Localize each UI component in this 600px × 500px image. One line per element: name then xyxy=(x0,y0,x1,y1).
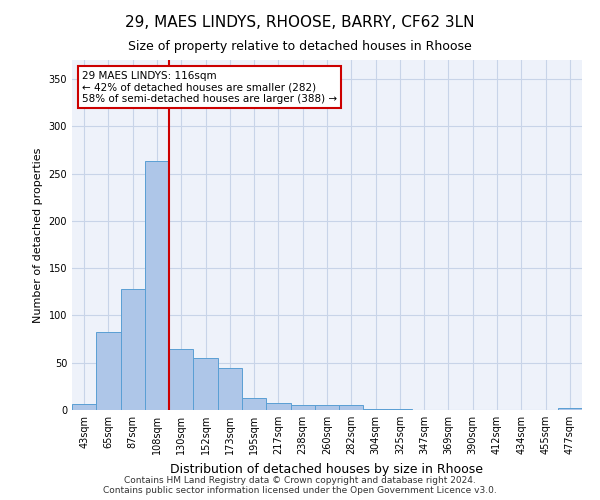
Text: Contains HM Land Registry data © Crown copyright and database right 2024.
Contai: Contains HM Land Registry data © Crown c… xyxy=(103,476,497,495)
Bar xyxy=(290,406,315,410)
Y-axis label: Number of detached properties: Number of detached properties xyxy=(33,148,43,322)
Bar xyxy=(266,404,290,410)
Bar xyxy=(558,408,582,410)
Bar xyxy=(96,332,121,410)
Bar xyxy=(388,409,412,410)
Bar xyxy=(218,368,242,410)
Text: 29 MAES LINDYS: 116sqm
← 42% of detached houses are smaller (282)
58% of semi-de: 29 MAES LINDYS: 116sqm ← 42% of detached… xyxy=(82,70,337,104)
Bar xyxy=(315,406,339,410)
X-axis label: Distribution of detached houses by size in Rhoose: Distribution of detached houses by size … xyxy=(170,462,484,475)
Bar xyxy=(121,289,145,410)
Bar xyxy=(72,404,96,410)
Bar xyxy=(193,358,218,410)
Bar xyxy=(242,398,266,410)
Bar xyxy=(339,406,364,410)
Text: 29, MAES LINDYS, RHOOSE, BARRY, CF62 3LN: 29, MAES LINDYS, RHOOSE, BARRY, CF62 3LN xyxy=(125,15,475,30)
Text: Size of property relative to detached houses in Rhoose: Size of property relative to detached ho… xyxy=(128,40,472,53)
Bar xyxy=(364,409,388,410)
Bar xyxy=(169,348,193,410)
Bar xyxy=(145,161,169,410)
